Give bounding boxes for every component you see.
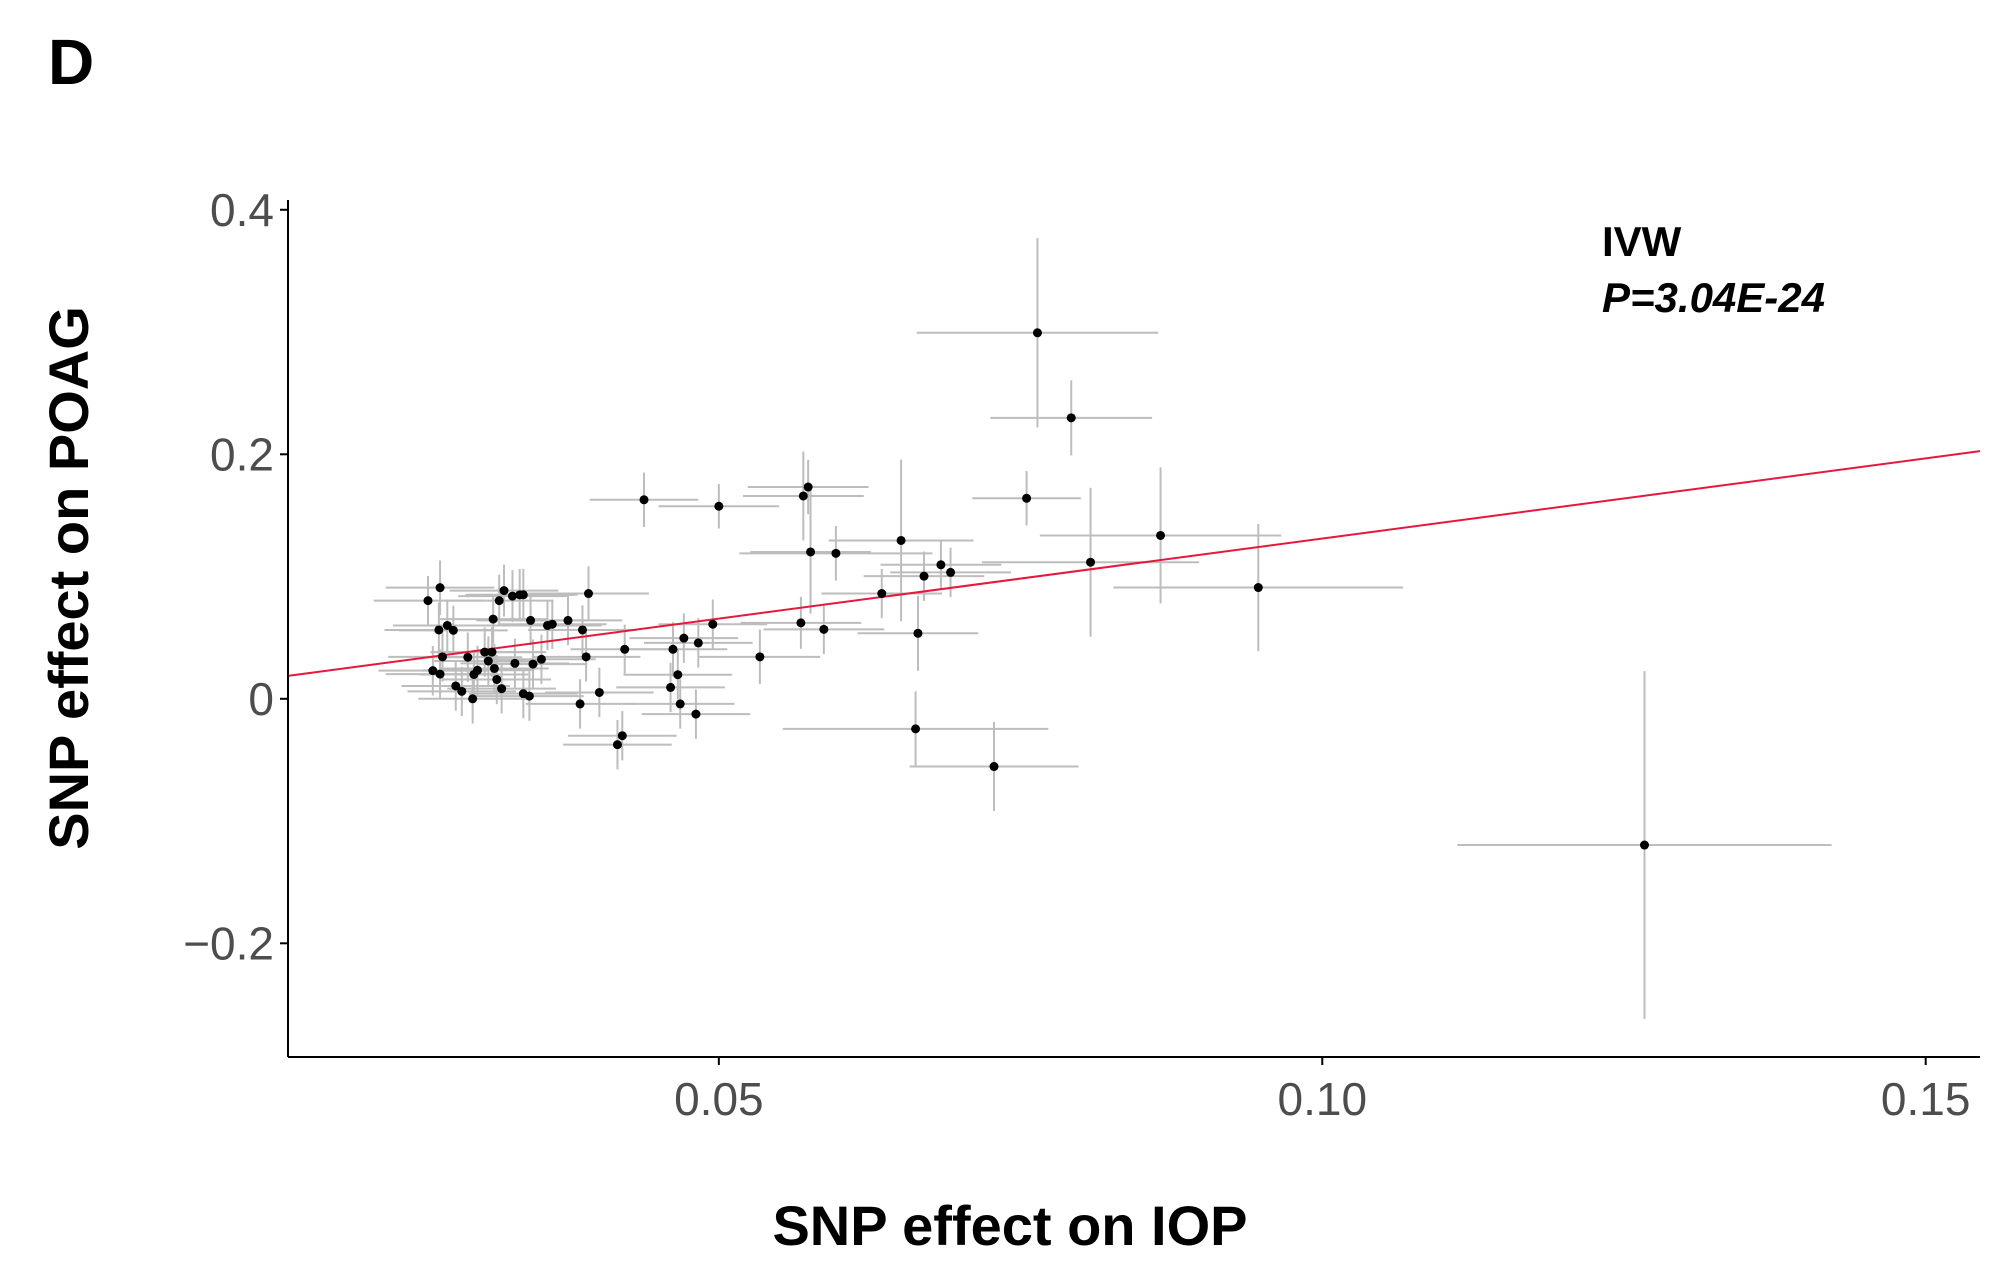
- data-point-30: [528, 659, 538, 669]
- data-point-3: [442, 620, 452, 630]
- data-point-56: [803, 482, 813, 492]
- data-point-7: [435, 669, 445, 679]
- data-point-59: [831, 548, 841, 558]
- annotation-p-value: P=3.04E-24: [1602, 274, 1825, 321]
- data-point-39: [594, 687, 604, 697]
- data-point-47: [675, 699, 685, 709]
- data-point-35: [577, 625, 587, 635]
- data-point-19: [492, 674, 502, 684]
- y-tick-label: −0.2: [183, 917, 274, 969]
- data-point-5: [437, 652, 447, 662]
- data-point-15: [483, 656, 493, 666]
- y-tick-label: 0.2: [210, 428, 274, 480]
- data-point-74: [1639, 840, 1649, 850]
- data-point-48: [679, 633, 689, 643]
- data-point-66: [946, 567, 956, 577]
- data-point-20: [494, 596, 504, 606]
- x-axis-title: SNP effect on IOP: [772, 1194, 1247, 1257]
- data-point-61: [896, 535, 906, 545]
- data-point-41: [617, 731, 627, 741]
- data-point-62: [911, 724, 921, 734]
- axes: 0.05 0.10 0.15 −0.2 0 0.2 0.4: [183, 184, 1980, 1125]
- data-point-49: [693, 638, 703, 648]
- data-point-33: [547, 619, 557, 629]
- data-point-55: [798, 491, 808, 501]
- data-point-60: [877, 589, 887, 599]
- data-point-14: [480, 647, 490, 657]
- data-point-54: [796, 618, 806, 628]
- x-tick-label: 0.05: [674, 1073, 764, 1125]
- data-point-69: [1032, 328, 1042, 338]
- data-point-46: [673, 670, 683, 680]
- data-point-11: [468, 694, 478, 704]
- data-point-2: [434, 625, 444, 635]
- data-point-68: [1022, 493, 1032, 503]
- data-point-42: [620, 644, 630, 654]
- data-point-45: [666, 682, 676, 692]
- x-tick-label: 0.15: [1881, 1073, 1971, 1125]
- data-point-36: [581, 652, 591, 662]
- data-point-4: [448, 625, 458, 635]
- y-axis-ticks: −0.2 0 0.2 0.4: [183, 184, 288, 969]
- x-tick-label: 0.10: [1278, 1073, 1368, 1125]
- error-bars: [373, 238, 1832, 1019]
- data-point-21: [499, 586, 509, 596]
- data-point-22: [497, 684, 507, 694]
- data-point-13: [472, 665, 482, 675]
- data-point-8: [451, 681, 461, 691]
- data-point-52: [714, 501, 724, 511]
- method-annotation: IVW P=3.04E-24: [1602, 218, 1825, 321]
- data-point-18: [488, 614, 498, 624]
- data-points: [423, 328, 1649, 850]
- y-axis-title: SNP effect on POAG: [37, 306, 100, 850]
- data-point-17: [489, 663, 499, 673]
- data-point-71: [1086, 557, 1096, 567]
- data-point-1: [435, 583, 445, 593]
- panel-label: D: [48, 26, 94, 98]
- x-axis-ticks: 0.05 0.10 0.15: [674, 1057, 1970, 1125]
- data-point-64: [919, 571, 929, 581]
- y-tick-label: 0.4: [210, 184, 274, 236]
- data-point-34: [563, 615, 573, 625]
- data-point-24: [510, 658, 520, 668]
- data-point-63: [913, 628, 923, 638]
- data-point-23: [507, 591, 517, 601]
- data-point-67: [989, 762, 999, 772]
- data-point-73: [1253, 583, 1263, 593]
- data-point-16: [487, 647, 497, 657]
- data-point-9: [457, 686, 467, 696]
- data-point-72: [1156, 530, 1166, 540]
- data-point-43: [639, 495, 649, 505]
- data-point-70: [1066, 413, 1076, 423]
- data-point-53: [755, 652, 765, 662]
- data-point-50: [691, 709, 701, 719]
- data-point-0: [423, 596, 433, 606]
- data-point-37: [584, 589, 594, 599]
- data-point-28: [524, 691, 534, 701]
- plot-area: [287, 238, 1981, 1019]
- annotation-method: IVW: [1602, 218, 1682, 265]
- data-point-10: [463, 652, 473, 662]
- y-tick-label: 0: [248, 673, 274, 725]
- data-point-29: [526, 615, 536, 625]
- data-point-65: [936, 560, 946, 570]
- data-point-26: [518, 590, 528, 600]
- data-point-31: [536, 654, 546, 664]
- ivw-fit-line: [287, 450, 1981, 677]
- data-point-57: [806, 547, 816, 557]
- data-point-51: [708, 619, 718, 629]
- data-point-58: [819, 624, 829, 634]
- data-point-6: [428, 666, 438, 676]
- data-point-38: [575, 699, 585, 709]
- data-point-40: [612, 740, 622, 750]
- data-point-44: [668, 644, 678, 654]
